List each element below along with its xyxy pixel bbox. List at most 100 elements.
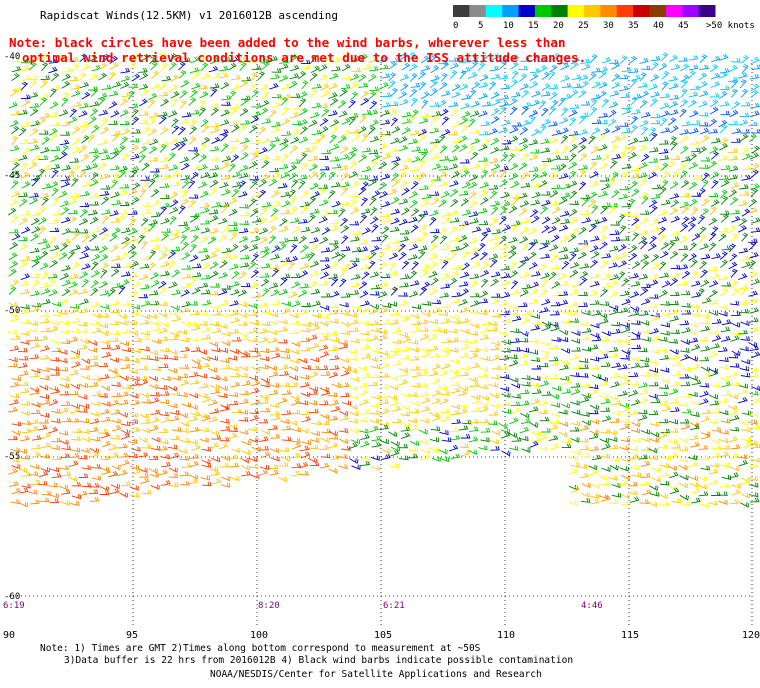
wind-barb xyxy=(568,301,578,308)
wind-barb xyxy=(691,497,701,504)
wind-barb xyxy=(421,281,431,290)
wind-barb xyxy=(329,72,339,80)
wind-barb xyxy=(18,347,28,353)
wind-barb xyxy=(650,113,661,119)
wind-barb xyxy=(740,372,751,378)
wind-barb xyxy=(39,93,49,100)
wind-barb xyxy=(520,317,530,324)
scale-swatch xyxy=(469,5,487,17)
wind-barb xyxy=(569,353,580,361)
wind-barb xyxy=(741,165,752,170)
wind-barb xyxy=(509,172,519,181)
wind-barb xyxy=(130,492,140,498)
wind-barb xyxy=(177,329,188,335)
wind-barb xyxy=(140,217,149,227)
wind-barb xyxy=(251,351,262,358)
wind-barb xyxy=(268,337,278,344)
wind-barb xyxy=(640,298,651,306)
wind-barb xyxy=(418,128,428,137)
wind-barb xyxy=(450,358,460,365)
wind-barb xyxy=(278,319,288,325)
wind-barb xyxy=(729,363,740,368)
scale-label: 25 xyxy=(578,21,589,31)
wind-barb xyxy=(201,459,211,465)
wind-barb xyxy=(559,155,569,161)
wind-barb xyxy=(750,83,760,92)
wind-barb xyxy=(578,181,587,191)
wind-barb xyxy=(68,281,78,289)
wind-barb xyxy=(311,420,322,426)
wind-barb xyxy=(68,273,79,280)
wind-barb xyxy=(700,345,710,352)
wind-barb xyxy=(261,287,270,297)
wind-barb xyxy=(478,110,488,117)
wind-barb xyxy=(598,394,609,400)
wind-barb xyxy=(519,400,530,407)
wind-barb xyxy=(400,426,411,432)
wind-barb xyxy=(589,245,599,253)
scale-label: 5 xyxy=(478,21,484,31)
wind-barb xyxy=(18,280,29,287)
wind-barb xyxy=(731,311,741,316)
wind-barb xyxy=(478,157,488,162)
wind-barb xyxy=(8,329,18,335)
wind-barb xyxy=(739,146,750,155)
wind-barb xyxy=(29,354,40,360)
wind-barb xyxy=(451,120,462,128)
wind-barb xyxy=(440,303,451,309)
wind-barb xyxy=(8,435,18,441)
wind-barb xyxy=(238,301,248,308)
wind-barb xyxy=(629,453,640,460)
wind-barb xyxy=(678,245,689,251)
wind-barb xyxy=(61,279,72,287)
wind-barb xyxy=(441,116,450,126)
wind-barb xyxy=(508,354,518,360)
wind-barb xyxy=(281,93,292,100)
wind-barb xyxy=(729,499,740,505)
wind-barb xyxy=(251,89,259,99)
wind-barb xyxy=(200,62,209,71)
wind-barb xyxy=(688,198,698,207)
wind-barb xyxy=(560,192,571,199)
wind-barb xyxy=(340,186,349,196)
wind-barb xyxy=(120,459,130,466)
wind-barb xyxy=(361,147,372,153)
wind-barb xyxy=(31,255,41,262)
wind-barb xyxy=(68,116,78,124)
scale-swatch xyxy=(567,5,585,17)
wind-barb xyxy=(89,233,98,242)
wind-barb xyxy=(191,272,202,278)
wind-barb xyxy=(291,341,301,347)
wind-barb xyxy=(180,346,190,353)
wind-barb xyxy=(291,104,301,110)
wind-barb xyxy=(351,246,362,253)
wind-barb xyxy=(99,190,110,197)
wind-barb xyxy=(129,485,139,491)
wind-barb xyxy=(190,212,200,218)
wind-barb xyxy=(29,247,40,254)
wind-barb xyxy=(411,320,421,326)
wind-barb xyxy=(558,196,568,205)
wind-barb xyxy=(509,146,520,151)
wind-barb xyxy=(240,282,251,288)
wind-barb xyxy=(181,301,191,308)
wind-barb xyxy=(599,317,609,325)
wind-barb xyxy=(230,317,240,324)
wind-barb xyxy=(699,260,708,270)
wind-barb xyxy=(609,290,618,299)
wind-barb xyxy=(278,397,288,404)
wind-barb xyxy=(439,155,450,161)
wind-barb xyxy=(139,111,149,117)
wind-barb xyxy=(199,362,210,368)
wind-barb xyxy=(440,61,450,70)
wind-barb xyxy=(479,290,489,299)
wind-barb xyxy=(708,479,719,485)
wind-barb xyxy=(228,197,238,205)
wind-barb xyxy=(370,327,380,333)
wind-barb xyxy=(590,145,600,154)
wind-barb xyxy=(239,254,250,260)
wind-barb xyxy=(540,253,550,259)
wind-barb xyxy=(470,151,479,161)
wind-barb xyxy=(398,443,409,449)
wind-barb xyxy=(618,85,629,92)
